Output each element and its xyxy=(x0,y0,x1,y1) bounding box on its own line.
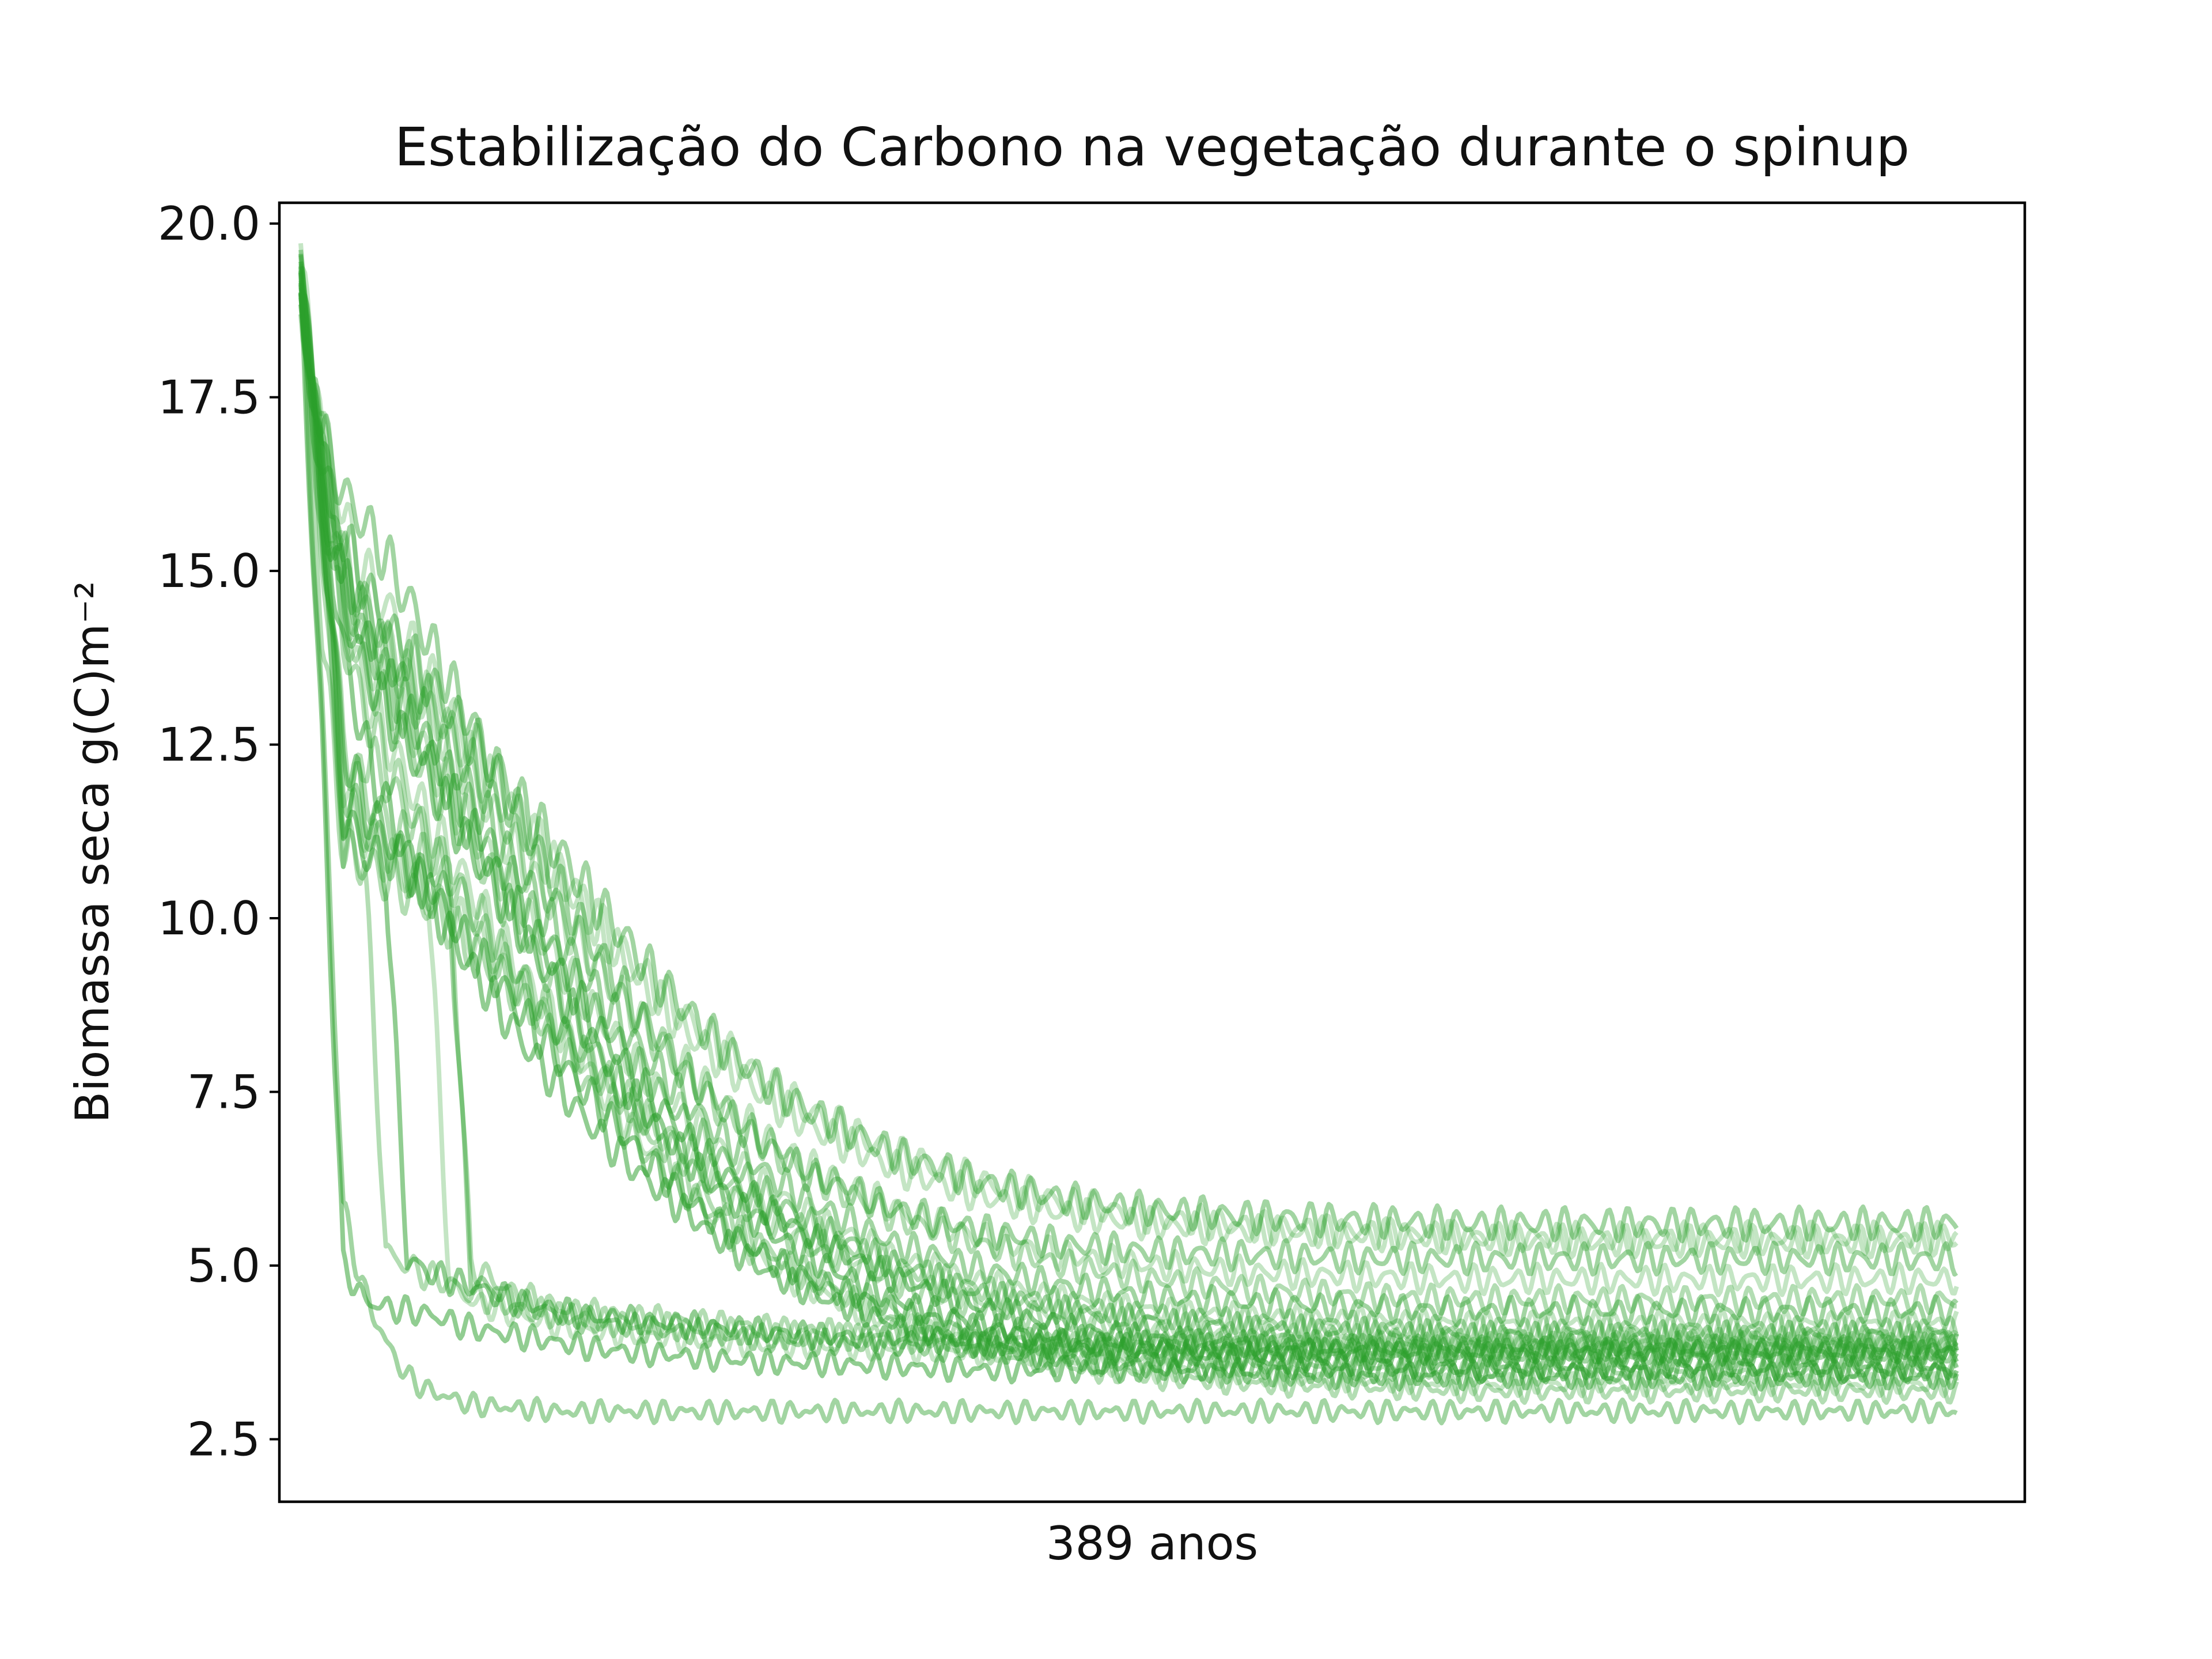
y-tick-label: 7.5 xyxy=(187,1066,260,1119)
y-tick-label: 17.5 xyxy=(158,371,260,425)
series-line xyxy=(298,280,1959,1361)
x-axis-label: 389 anos xyxy=(1046,1517,1258,1570)
y-tick-label: 20.0 xyxy=(158,197,260,251)
series-line xyxy=(298,297,1959,1355)
series-line xyxy=(298,287,1959,1277)
plot-frame xyxy=(278,201,2027,1503)
y-tick-label: 5.0 xyxy=(187,1239,260,1293)
y-axis: 2.5 5.0 7.5 10.0 12.5 15.0 17.5 20.0 xyxy=(158,197,279,1466)
series-line xyxy=(298,266,1959,1362)
series-line xyxy=(298,263,1959,1298)
series-line xyxy=(298,292,1959,1388)
series-line xyxy=(299,290,1959,1244)
chart-title: Estabilização do Carbono na vegetação du… xyxy=(395,116,1910,178)
y-tick-label: 10.0 xyxy=(158,892,260,945)
series-line xyxy=(298,253,1958,1426)
series-line xyxy=(298,255,1957,1318)
y-axis-label: Biomassa seca g(C)m⁻² xyxy=(66,581,119,1123)
series-line xyxy=(298,272,1959,1385)
series-line xyxy=(298,270,1959,1328)
y-tick-label: 2.5 xyxy=(187,1412,260,1466)
series-line xyxy=(298,267,1959,1351)
y-tick-label: 12.5 xyxy=(158,718,260,772)
series-line xyxy=(298,266,1959,1260)
series-line xyxy=(298,243,1959,1257)
series-line xyxy=(298,294,1957,1368)
series-layer xyxy=(298,243,1959,1426)
series-line xyxy=(298,272,1959,1341)
series-line xyxy=(298,249,1959,1405)
series-line xyxy=(298,292,1959,1344)
series-line xyxy=(298,304,1959,1365)
y-tick-label: 15.0 xyxy=(158,544,260,598)
